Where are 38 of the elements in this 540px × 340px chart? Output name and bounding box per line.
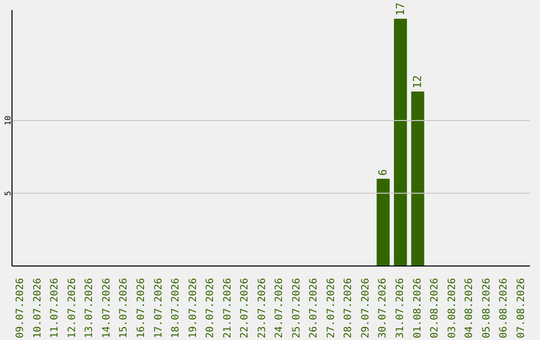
x-tick-label: 06.08.2026 (498, 278, 510, 338)
x-tick-label: 29.07.2026 (360, 278, 372, 338)
x-tick-label: 24.07.2026 (274, 278, 286, 338)
x-tick-label: 09.07.2026 (15, 278, 26, 338)
x-tick-label: 12.07.2026 (66, 278, 78, 338)
x-tick-label: 13.07.2026 (84, 278, 96, 338)
x-tick-label: 16.07.2026 (136, 278, 147, 338)
bar (411, 91, 424, 266)
x-tick-label: 01.08.2026 (412, 278, 424, 338)
data-label: 12 (411, 75, 424, 88)
x-tick-label: 07.08.2026 (516, 278, 527, 338)
bar (394, 18, 407, 266)
x-tick-label: 30.07.2026 (378, 278, 389, 338)
x-tick-label: 11.07.2026 (50, 278, 61, 338)
x-tick-label: 21.07.2026 (222, 278, 234, 338)
y-tick-label: 5 (4, 190, 12, 196)
x-tick-label: 05.08.2026 (481, 278, 492, 338)
x-tick-label: 04.08.2026 (464, 278, 476, 338)
x-tick-label: 02.08.2026 (430, 278, 441, 338)
x-tick-label: 03.08.2026 (446, 278, 458, 338)
x-tick-label: 26.07.2026 (308, 278, 320, 338)
x-tick-label: 23.07.2026 (256, 278, 268, 338)
x-tick-label: 18.07.2026 (170, 278, 182, 338)
y-tick-label: 10 (4, 116, 12, 126)
x-tick-label: 19.07.2026 (188, 278, 199, 338)
x-tick-label: 10.07.2026 (32, 278, 44, 338)
bar (376, 178, 390, 266)
x-tick-label: 20.07.2026 (205, 278, 216, 338)
x-tick-label: 17.07.2026 (153, 278, 164, 338)
x-tick-label: 14.07.2026 (101, 278, 112, 338)
x-tick-label: 25.07.2026 (291, 278, 302, 338)
x-tick-label: 22.07.2026 (240, 278, 251, 338)
data-label: 6 (376, 169, 390, 176)
data-label: 17 (394, 2, 407, 16)
x-tick-label: 28.07.2026 (343, 278, 354, 338)
x-tick-label: 27.07.2026 (326, 278, 337, 338)
x-tick-label: 15.07.2026 (118, 278, 130, 338)
x-tick-label: 31.07.2026 (395, 278, 406, 338)
